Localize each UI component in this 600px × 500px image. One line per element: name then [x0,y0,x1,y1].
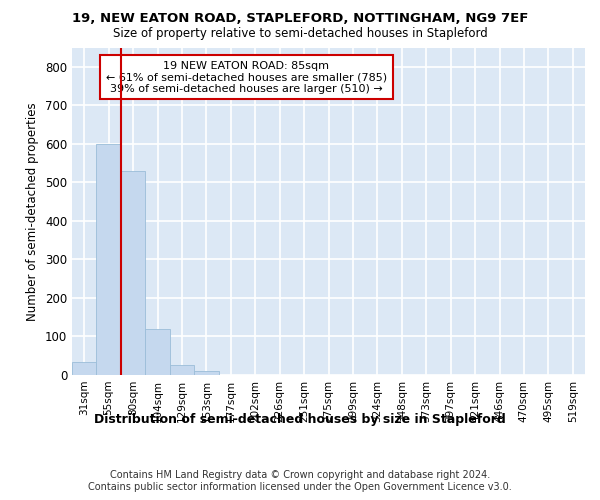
Bar [121,171,145,375]
Text: Size of property relative to semi-detached houses in Stapleford: Size of property relative to semi-detach… [113,28,487,40]
Text: 19, NEW EATON ROAD, STAPLEFORD, NOTTINGHAM, NG9 7EF: 19, NEW EATON ROAD, STAPLEFORD, NOTTINGH… [72,12,528,26]
Bar [145,329,170,375]
Text: Distribution of semi-detached houses by size in Stapleford: Distribution of semi-detached houses by … [94,412,506,426]
Text: Contains public sector information licensed under the Open Government Licence v3: Contains public sector information licen… [88,482,512,492]
Text: 19 NEW EATON ROAD: 85sqm
← 61% of semi-detached houses are smaller (785)
39% of : 19 NEW EATON ROAD: 85sqm ← 61% of semi-d… [106,60,387,94]
Bar [97,144,121,375]
Y-axis label: Number of semi-detached properties: Number of semi-detached properties [26,102,40,320]
Text: Contains HM Land Registry data © Crown copyright and database right 2024.: Contains HM Land Registry data © Crown c… [110,470,490,480]
Bar [194,371,218,375]
Bar [170,366,194,375]
Bar [72,362,97,375]
